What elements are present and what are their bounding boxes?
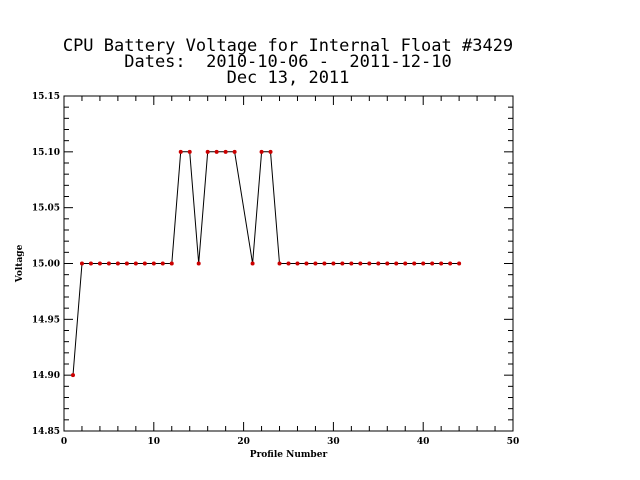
data-point [412, 261, 417, 266]
y-tick-label: 14.90 [32, 371, 60, 381]
data-point [322, 261, 327, 266]
data-point [385, 261, 390, 266]
x-tick-label: 50 [507, 437, 520, 447]
data-point [259, 149, 264, 154]
data-point [133, 261, 138, 266]
x-axis-label: Profile Number [250, 450, 328, 460]
data-point [268, 149, 273, 154]
data-point [232, 149, 237, 154]
data-point [79, 261, 84, 266]
y-tick-label: 15.00 [32, 260, 60, 270]
data-point [106, 261, 111, 266]
axis-ticks [63, 95, 514, 432]
chart-title-line-1: CPU Battery Voltage for Internal Float #… [62, 36, 514, 56]
data-point [457, 261, 462, 266]
data-point [169, 261, 174, 266]
data-point [151, 261, 156, 266]
data-point [97, 261, 102, 266]
data-point [205, 149, 210, 154]
x-tick-label: 10 [148, 437, 161, 447]
y-tick-label: 14.95 [32, 315, 60, 325]
data-point [448, 261, 453, 266]
data-point [439, 261, 444, 266]
data-point [340, 261, 345, 266]
y-tick-label: 15.10 [32, 148, 60, 158]
x-tick-label: 20 [237, 437, 250, 447]
data-point [403, 261, 408, 266]
data-point [358, 261, 363, 266]
series-line [72, 151, 460, 376]
data-point [313, 261, 318, 266]
y-tick-label: 15.05 [32, 204, 60, 214]
data-point [331, 261, 336, 266]
chart-title-line-3: Dec 13, 2011 [226, 68, 350, 88]
data-point [349, 261, 354, 266]
data-point [286, 261, 291, 266]
data-point [70, 373, 75, 378]
y-tick-label: 15.15 [32, 92, 60, 102]
data-point [421, 261, 426, 266]
x-tick-label: 40 [417, 437, 430, 447]
data-point [430, 261, 435, 266]
data-point [88, 261, 93, 266]
data-point [115, 261, 120, 266]
data-point [250, 261, 255, 266]
axis-tick-labels: 0 10 20 30 40 50 14.85 14.90 14.95 15.00 15.05 15.1… [32, 92, 519, 447]
data-point [295, 261, 300, 266]
data-point [214, 149, 219, 154]
data-point [124, 261, 129, 266]
data-point [394, 261, 399, 266]
data-point [196, 261, 201, 266]
y-axis-label: Voltage [15, 244, 25, 283]
data-point [178, 149, 183, 154]
chart-title-line-2: Dates: 2010-10-06 - 2011-12-10 [124, 52, 452, 72]
x-tick-label: 0 [61, 437, 67, 447]
data-point [277, 261, 282, 266]
data-point [367, 261, 372, 266]
data-point [223, 149, 228, 154]
y-tick-label: 14.85 [32, 427, 60, 437]
data-markers [70, 149, 462, 378]
data-point [187, 149, 192, 154]
x-tick-label: 30 [327, 437, 340, 447]
data-point [376, 261, 381, 266]
data-point [304, 261, 309, 266]
data-point [160, 261, 165, 266]
data-point [142, 261, 147, 266]
